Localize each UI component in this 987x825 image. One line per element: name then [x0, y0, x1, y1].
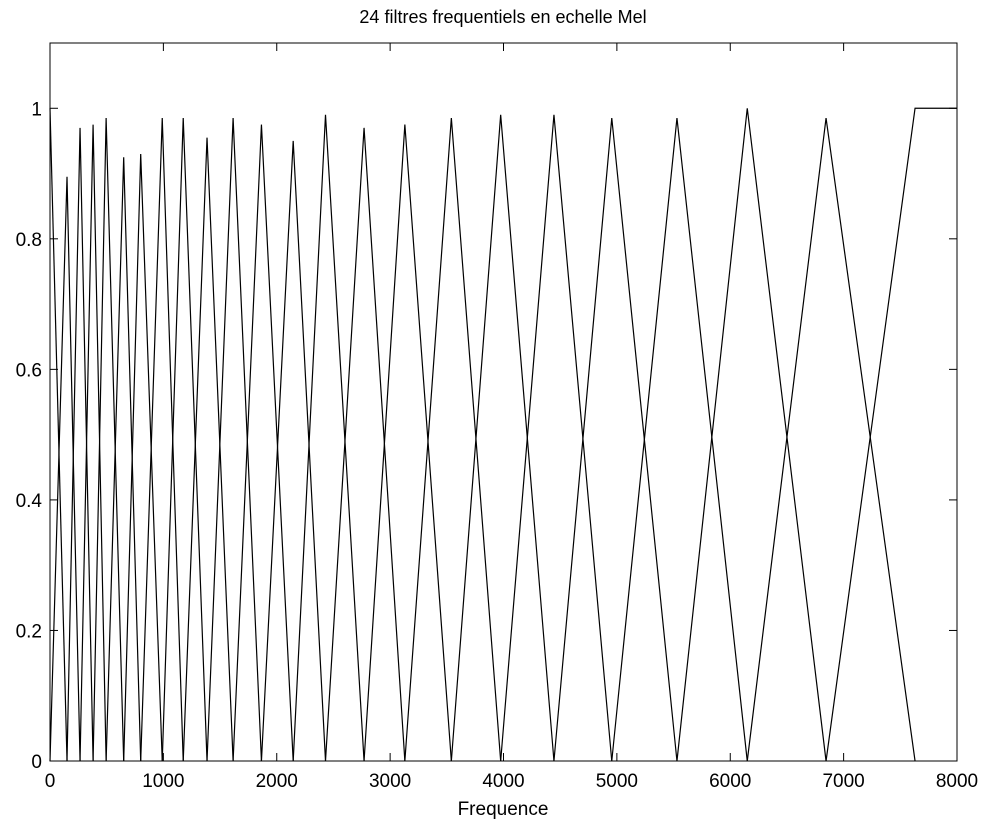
mel-filter-21: [611, 117, 748, 762]
x-tick-label: 7000: [822, 771, 864, 792]
y-tick-label: 0.8: [16, 230, 42, 251]
mel-filter-16: [363, 124, 452, 762]
mel-filter-24: [825, 107, 957, 762]
mel-filter-2: [49, 176, 81, 762]
x-tick-label: 4000: [482, 771, 524, 792]
x-axis-label: Frequence: [458, 799, 549, 820]
mel-filter-4: [79, 124, 107, 762]
mel-filter-3: [66, 127, 94, 762]
axis-ticks: 0 1000 2000 3000 4000 5000 6000 7000 8000 0 0.2 0.4…: [16, 43, 978, 792]
mel-filter-11: [206, 118, 263, 762]
mel-filter-17: [404, 118, 502, 762]
x-tick-label: 6000: [709, 771, 751, 792]
mel-filter-18: [450, 114, 555, 762]
y-tick-label: 0.2: [16, 621, 42, 642]
y-tick-label: 1: [31, 99, 42, 120]
mel-filter-7: [123, 153, 163, 762]
mel-filter-5: [92, 118, 125, 762]
x-tick-label: 8000: [936, 771, 978, 792]
y-tick-label: 0.6: [16, 360, 42, 381]
mel-filter-9: [161, 118, 208, 762]
mel-filter-15: [324, 127, 406, 762]
mel-filter-8: [140, 118, 184, 762]
x-tick-label: 5000: [596, 771, 638, 792]
y-tick-label: 0.4: [16, 491, 43, 512]
x-tick-label: 2000: [256, 771, 298, 792]
mel-filter-22: [676, 108, 827, 762]
filter-series: [49, 107, 957, 762]
mel-filter-6: [105, 157, 142, 762]
mel-filter-20: [553, 117, 678, 762]
mel-filter-1: [49, 108, 68, 762]
chart-title: 24 filtres frequentiels en echelle Mel: [359, 7, 646, 27]
mel-filter-12: [232, 124, 294, 762]
mel-filter-14: [292, 114, 365, 762]
y-tick-label: 0: [31, 752, 42, 773]
x-tick-label: 3000: [369, 771, 411, 792]
mel-filter-23: [746, 117, 916, 762]
mel-filter-13: [260, 140, 327, 762]
x-tick-label: 0: [45, 771, 56, 792]
mel-filter-19: [500, 114, 613, 762]
x-tick-label: 1000: [142, 771, 184, 792]
mel-filter-10: [182, 137, 234, 762]
